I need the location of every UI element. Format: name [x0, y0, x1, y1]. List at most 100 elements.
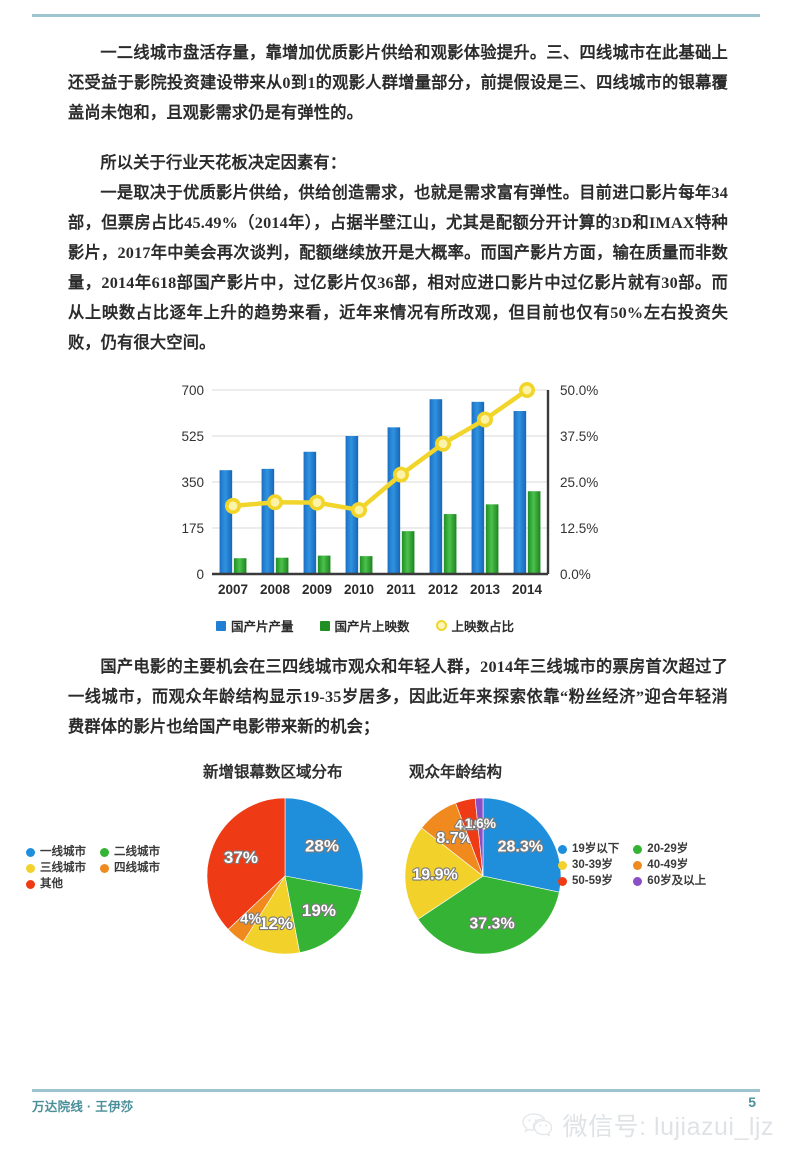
- combo-ytick-right-0: 0.0%: [560, 567, 591, 582]
- line-marker-2009: [309, 494, 326, 511]
- bar-blue-2012: [429, 399, 443, 574]
- line-marker-2007: [225, 497, 242, 514]
- pie-2-legend-label-4: 50-59岁: [572, 875, 613, 887]
- legend-swatch-blue: [216, 620, 226, 631]
- pie-1-legend-item-0: 一线城市: [26, 845, 86, 860]
- pie-1-dot-0: [26, 848, 35, 857]
- pie-slice-5: [474, 797, 484, 877]
- pie-slice-1: [284, 875, 362, 953]
- pie-2-legend-label-3: 40-49岁: [647, 859, 689, 871]
- paragraph-3: 一是取决于优质影片供给，供给创造需求，也就是需求富有弹性。目前进口影片每年34部…: [68, 184, 728, 352]
- footer-source: 万达院线 · 王伊莎: [32, 1100, 134, 1114]
- bar-blue-2013: [471, 401, 485, 574]
- bar-blue-2008: [261, 468, 275, 574]
- combo-xtick-2012: 2012: [428, 582, 458, 597]
- combo-ytick-left-4: 700: [181, 383, 204, 398]
- watermark: 微信号: lujiazui_ljz: [521, 1107, 774, 1143]
- pie-1-legend-item-4: 其他: [26, 877, 86, 892]
- footer-rule: [32, 1089, 760, 1092]
- combo-xtick-2011: 2011: [386, 582, 416, 597]
- pie-1-legend-label-2: 三线城市: [40, 862, 86, 874]
- combo-xtick-2010: 2010: [344, 582, 374, 597]
- pie-2-legend-item-1: 20-29岁: [633, 842, 706, 857]
- bar-green-2008: [275, 557, 289, 574]
- line-marker-2014: [518, 382, 535, 398]
- pie-slice-label-3: 8.7%: [436, 830, 472, 847]
- pie-2-dot-5: [633, 877, 643, 886]
- paragraph-4: 国产电影的主要机会在三四线城市观众和年轻人群，2014年三线城市的票房首次超过了…: [68, 658, 728, 736]
- paragraph-2: 所以关于行业天花板决定因素有：: [100, 154, 347, 172]
- combo-chart-svg: 0 175 350 525 700 0.0% 12.5% 25.0% 37.5% 50.0% 2…: [181, 382, 598, 597]
- header-rule: [32, 14, 760, 17]
- pie-1-legend-label-1: 二线城市: [114, 846, 160, 858]
- pie-1-svg: 28% 19% 12%4% 37%: [206, 797, 364, 955]
- bar-green-2012: [443, 514, 457, 574]
- pie-slice-label-4: 37%: [224, 848, 258, 867]
- combo-ytick-right-4: 50.0%: [560, 383, 598, 398]
- pie-slice-4: [206, 797, 286, 930]
- document-body-2: 国产电影的主要机会在三四线城市观众和年轻人群，2014年三线城市的票房首次超过了…: [68, 652, 728, 744]
- pie-slice-2: [404, 827, 484, 920]
- bar-green-2013: [485, 504, 499, 574]
- bar-green-2007: [233, 558, 247, 574]
- combo-ytick-right-2: 25.0%: [560, 475, 598, 490]
- pie-slice-label-2: 19.9%: [412, 867, 457, 884]
- pie-1-legend-label-4: 其他: [40, 878, 63, 890]
- pie-slice-label-0: 28.3%: [498, 838, 543, 855]
- pie-2-legend-item-3: 40-49岁: [633, 858, 706, 873]
- pie-2-legend-item-2: 30-39岁: [558, 858, 619, 873]
- pie-2-dot-2: [558, 861, 567, 870]
- legend-label-2: 上映数占比: [451, 620, 515, 634]
- pie-1-dot-3: [100, 864, 109, 873]
- pie-2-legend-label-0: 19岁以下: [572, 843, 620, 855]
- pie-slice-label-5: 1.6%: [465, 816, 496, 831]
- combo-xtick-2007: 2007: [218, 582, 248, 597]
- bar-blue-2014: [513, 411, 527, 574]
- page-number: 5: [748, 1094, 756, 1110]
- pie-2-title: 观众年龄结构: [409, 764, 503, 781]
- pie-slice-label-0: 28%: [305, 836, 339, 855]
- combo-xtick-2008: 2008: [260, 582, 291, 597]
- pie-1-legend-label-0: 一线城市: [40, 846, 86, 858]
- bar-green-2009: [317, 555, 331, 574]
- pie-1-dot-2: [26, 864, 35, 873]
- pie-slice-0: [284, 797, 364, 891]
- combo-ytick-left-3: 525: [181, 429, 204, 444]
- pie-1-legend-label-3: 四线城市: [114, 862, 160, 874]
- combo-ytick-left-1: 175: [181, 521, 204, 536]
- pie-slice-label-1: 19%: [302, 901, 336, 920]
- line-marker-2010: [351, 501, 368, 518]
- pie-1-dot-1: [100, 848, 109, 857]
- combo-xtick-2009: 2009: [302, 582, 332, 597]
- combo-xtick-2013: 2013: [470, 582, 501, 597]
- line-marker-2013: [476, 411, 493, 428]
- pie-1: 28% 19% 12% 4% 37%: [195, 790, 375, 967]
- combo-ytick-right-3: 37.5%: [560, 429, 598, 444]
- document-body: 一二线城市盘活存量，靠增加优质影片供给和观影体验提升。三、四线城市在此基础上还受…: [68, 38, 728, 360]
- legend-swatch-green: [319, 620, 330, 631]
- pie-2-dot-0: [558, 845, 567, 854]
- pie-2-legend-label-2: 30-39岁: [572, 859, 613, 871]
- pie-2-legend-label-1: 20-29岁: [647, 843, 689, 855]
- pie-2-dot-1: [633, 845, 643, 854]
- legend-label-0: 国产片产量: [231, 620, 294, 634]
- pie-slice-label-1: 37.3%: [469, 916, 514, 933]
- legend-item-2: 上映数占比: [435, 616, 515, 635]
- pie-2-dot-3: [633, 861, 643, 870]
- pie-2: 28.3% 37.3% 19.9% 8.7% 4.1% 1.6%: [398, 790, 568, 967]
- pie-2-legend: 19岁以下 20-29岁 30-39岁 40-49岁 50-59岁 60岁及以上: [558, 842, 706, 889]
- line-marker-2011: [393, 466, 410, 483]
- combo-ytick-left-0: 0: [196, 567, 204, 582]
- pie-2-svg: 28.3%37.3%19.9%8.7%4.1%1.6%: [404, 797, 562, 955]
- combo-chart-legend: 国产片产量 国产片上映数 上映数占比: [216, 616, 616, 635]
- bar-green-2010: [359, 556, 373, 574]
- paragraph-1: 一二线城市盘活存量，靠增加优质影片供给和观影体验提升。三、四线城市在此基础上还受…: [68, 44, 728, 122]
- bar-blue-2009: [303, 451, 317, 574]
- line-marker-2012: [434, 435, 451, 452]
- pie-slice-label-2: 12%: [259, 914, 293, 933]
- line-marker-2008: [267, 494, 284, 511]
- wechat-icon: [522, 1113, 552, 1137]
- bar-green-2011: [401, 531, 415, 574]
- legend-item-0: 国产片产量: [216, 616, 294, 635]
